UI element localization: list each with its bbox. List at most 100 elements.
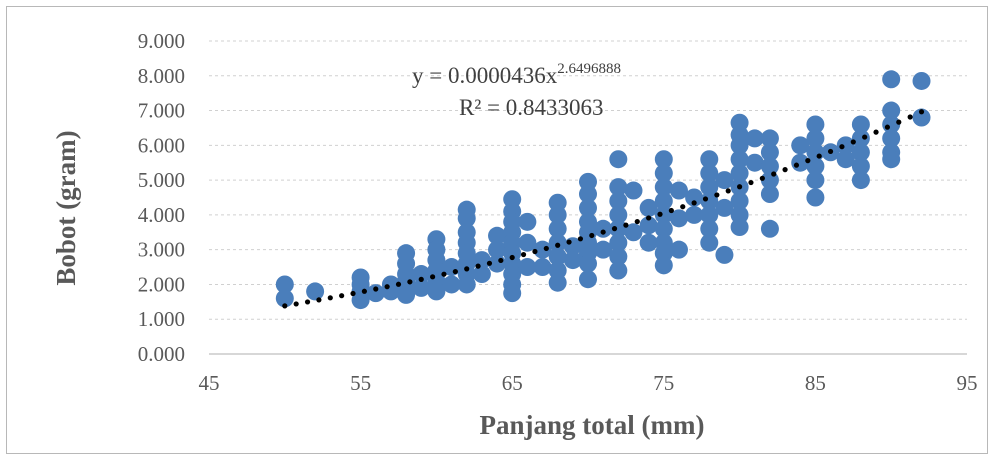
data-point xyxy=(654,256,673,275)
data-point xyxy=(594,219,613,238)
data-point xyxy=(730,164,749,183)
data-point xyxy=(457,275,476,294)
data-point xyxy=(685,205,704,224)
trendline-dot xyxy=(464,266,470,272)
trendline-dot xyxy=(862,134,868,140)
data-point xyxy=(442,275,461,294)
data-point xyxy=(472,265,491,284)
trendline-dot xyxy=(725,188,731,194)
data-point xyxy=(563,251,582,270)
y-tick-label: 1.000 xyxy=(138,307,185,331)
data-point xyxy=(730,136,749,155)
x-tick-label: 65 xyxy=(502,371,523,395)
y-tick-label: 9.000 xyxy=(138,29,185,53)
data-point xyxy=(548,273,567,292)
trendline-dot xyxy=(441,271,447,277)
data-point xyxy=(609,261,628,280)
trendline-dot xyxy=(486,260,493,266)
data-point xyxy=(609,191,628,210)
data-point xyxy=(412,265,431,284)
data-point xyxy=(518,258,537,277)
trendline-dot xyxy=(452,268,458,275)
x-tick-label: 75 xyxy=(653,371,674,395)
trendline-dot xyxy=(418,276,424,282)
trendline-dot xyxy=(498,257,504,264)
x-tick-label: 55 xyxy=(350,371,371,395)
data-point xyxy=(851,143,870,162)
data-point xyxy=(503,284,522,303)
data-point xyxy=(715,171,734,190)
trendline-dot xyxy=(668,207,674,214)
trendline-dot xyxy=(407,279,413,285)
data-point xyxy=(624,223,643,242)
trendline-dot xyxy=(884,124,891,130)
data-point xyxy=(760,185,779,204)
data-point xyxy=(745,129,764,148)
data-point xyxy=(851,171,870,190)
data-point xyxy=(654,191,673,210)
trendline-dot xyxy=(543,245,549,252)
trendline-dot xyxy=(646,215,652,221)
y-tick-labels: 0.000 1.000 2.000 3.000 4.000 5.000 6.000 7.000… xyxy=(138,29,185,366)
data-point xyxy=(427,282,446,301)
data-point xyxy=(518,233,537,252)
y-axis-title: Bobot (gram) xyxy=(51,130,81,285)
trendline-dot xyxy=(509,254,515,261)
data-point xyxy=(594,240,613,259)
data-point xyxy=(639,233,658,252)
trendline-dot xyxy=(782,167,788,173)
data-point xyxy=(609,219,628,238)
data-point xyxy=(639,198,658,217)
trendline-dot xyxy=(680,204,686,210)
data-point xyxy=(745,153,764,172)
data-point xyxy=(912,71,931,90)
data-point xyxy=(669,181,688,200)
data-point xyxy=(882,70,901,89)
trendline-dot xyxy=(475,263,481,269)
trendline-dot xyxy=(316,297,322,303)
data-point xyxy=(851,129,870,148)
trendline-dot xyxy=(748,179,754,186)
data-point xyxy=(806,115,825,134)
y-tick-label: 2.000 xyxy=(138,272,185,296)
data-point xyxy=(548,219,567,238)
trendline-dot xyxy=(657,211,663,217)
y-tick-label: 7.000 xyxy=(138,99,185,123)
y-tick-label: 8.000 xyxy=(138,64,185,88)
data-point xyxy=(654,178,673,197)
trendline-dot xyxy=(873,129,879,135)
trendline-dot xyxy=(384,284,390,290)
data-point xyxy=(306,282,325,301)
y-tick-label: 6.000 xyxy=(138,133,185,157)
x-tick-label: 85 xyxy=(805,371,826,395)
trendline-dot xyxy=(850,139,856,145)
data-point xyxy=(275,275,294,294)
data-point xyxy=(654,205,673,224)
data-point xyxy=(548,205,567,224)
data-point xyxy=(730,150,749,169)
y-tick-label: 3.000 xyxy=(138,238,185,262)
trendline-dot xyxy=(304,299,311,305)
data-point xyxy=(700,164,719,183)
data-point xyxy=(851,115,870,134)
x-tick-labels: 45 55 65 75 85 95 xyxy=(199,371,978,395)
data-point xyxy=(579,185,597,204)
trendline-dot xyxy=(361,288,367,294)
data-point xyxy=(669,240,688,259)
trendline-dot xyxy=(430,274,436,280)
trendline-dot xyxy=(737,184,743,190)
trendline-dot xyxy=(577,236,584,242)
trendline-dot xyxy=(566,239,572,245)
data-point xyxy=(700,178,719,197)
data-point xyxy=(609,205,628,224)
data-point xyxy=(715,198,734,217)
data-point xyxy=(654,219,673,238)
data-point xyxy=(715,245,734,264)
data-point xyxy=(548,247,567,266)
trendline-dot xyxy=(827,148,834,155)
data-point xyxy=(791,136,810,155)
data-point xyxy=(700,233,719,252)
trendline-dot xyxy=(350,290,356,297)
data-point xyxy=(882,101,901,120)
trendline-dot xyxy=(691,200,697,206)
